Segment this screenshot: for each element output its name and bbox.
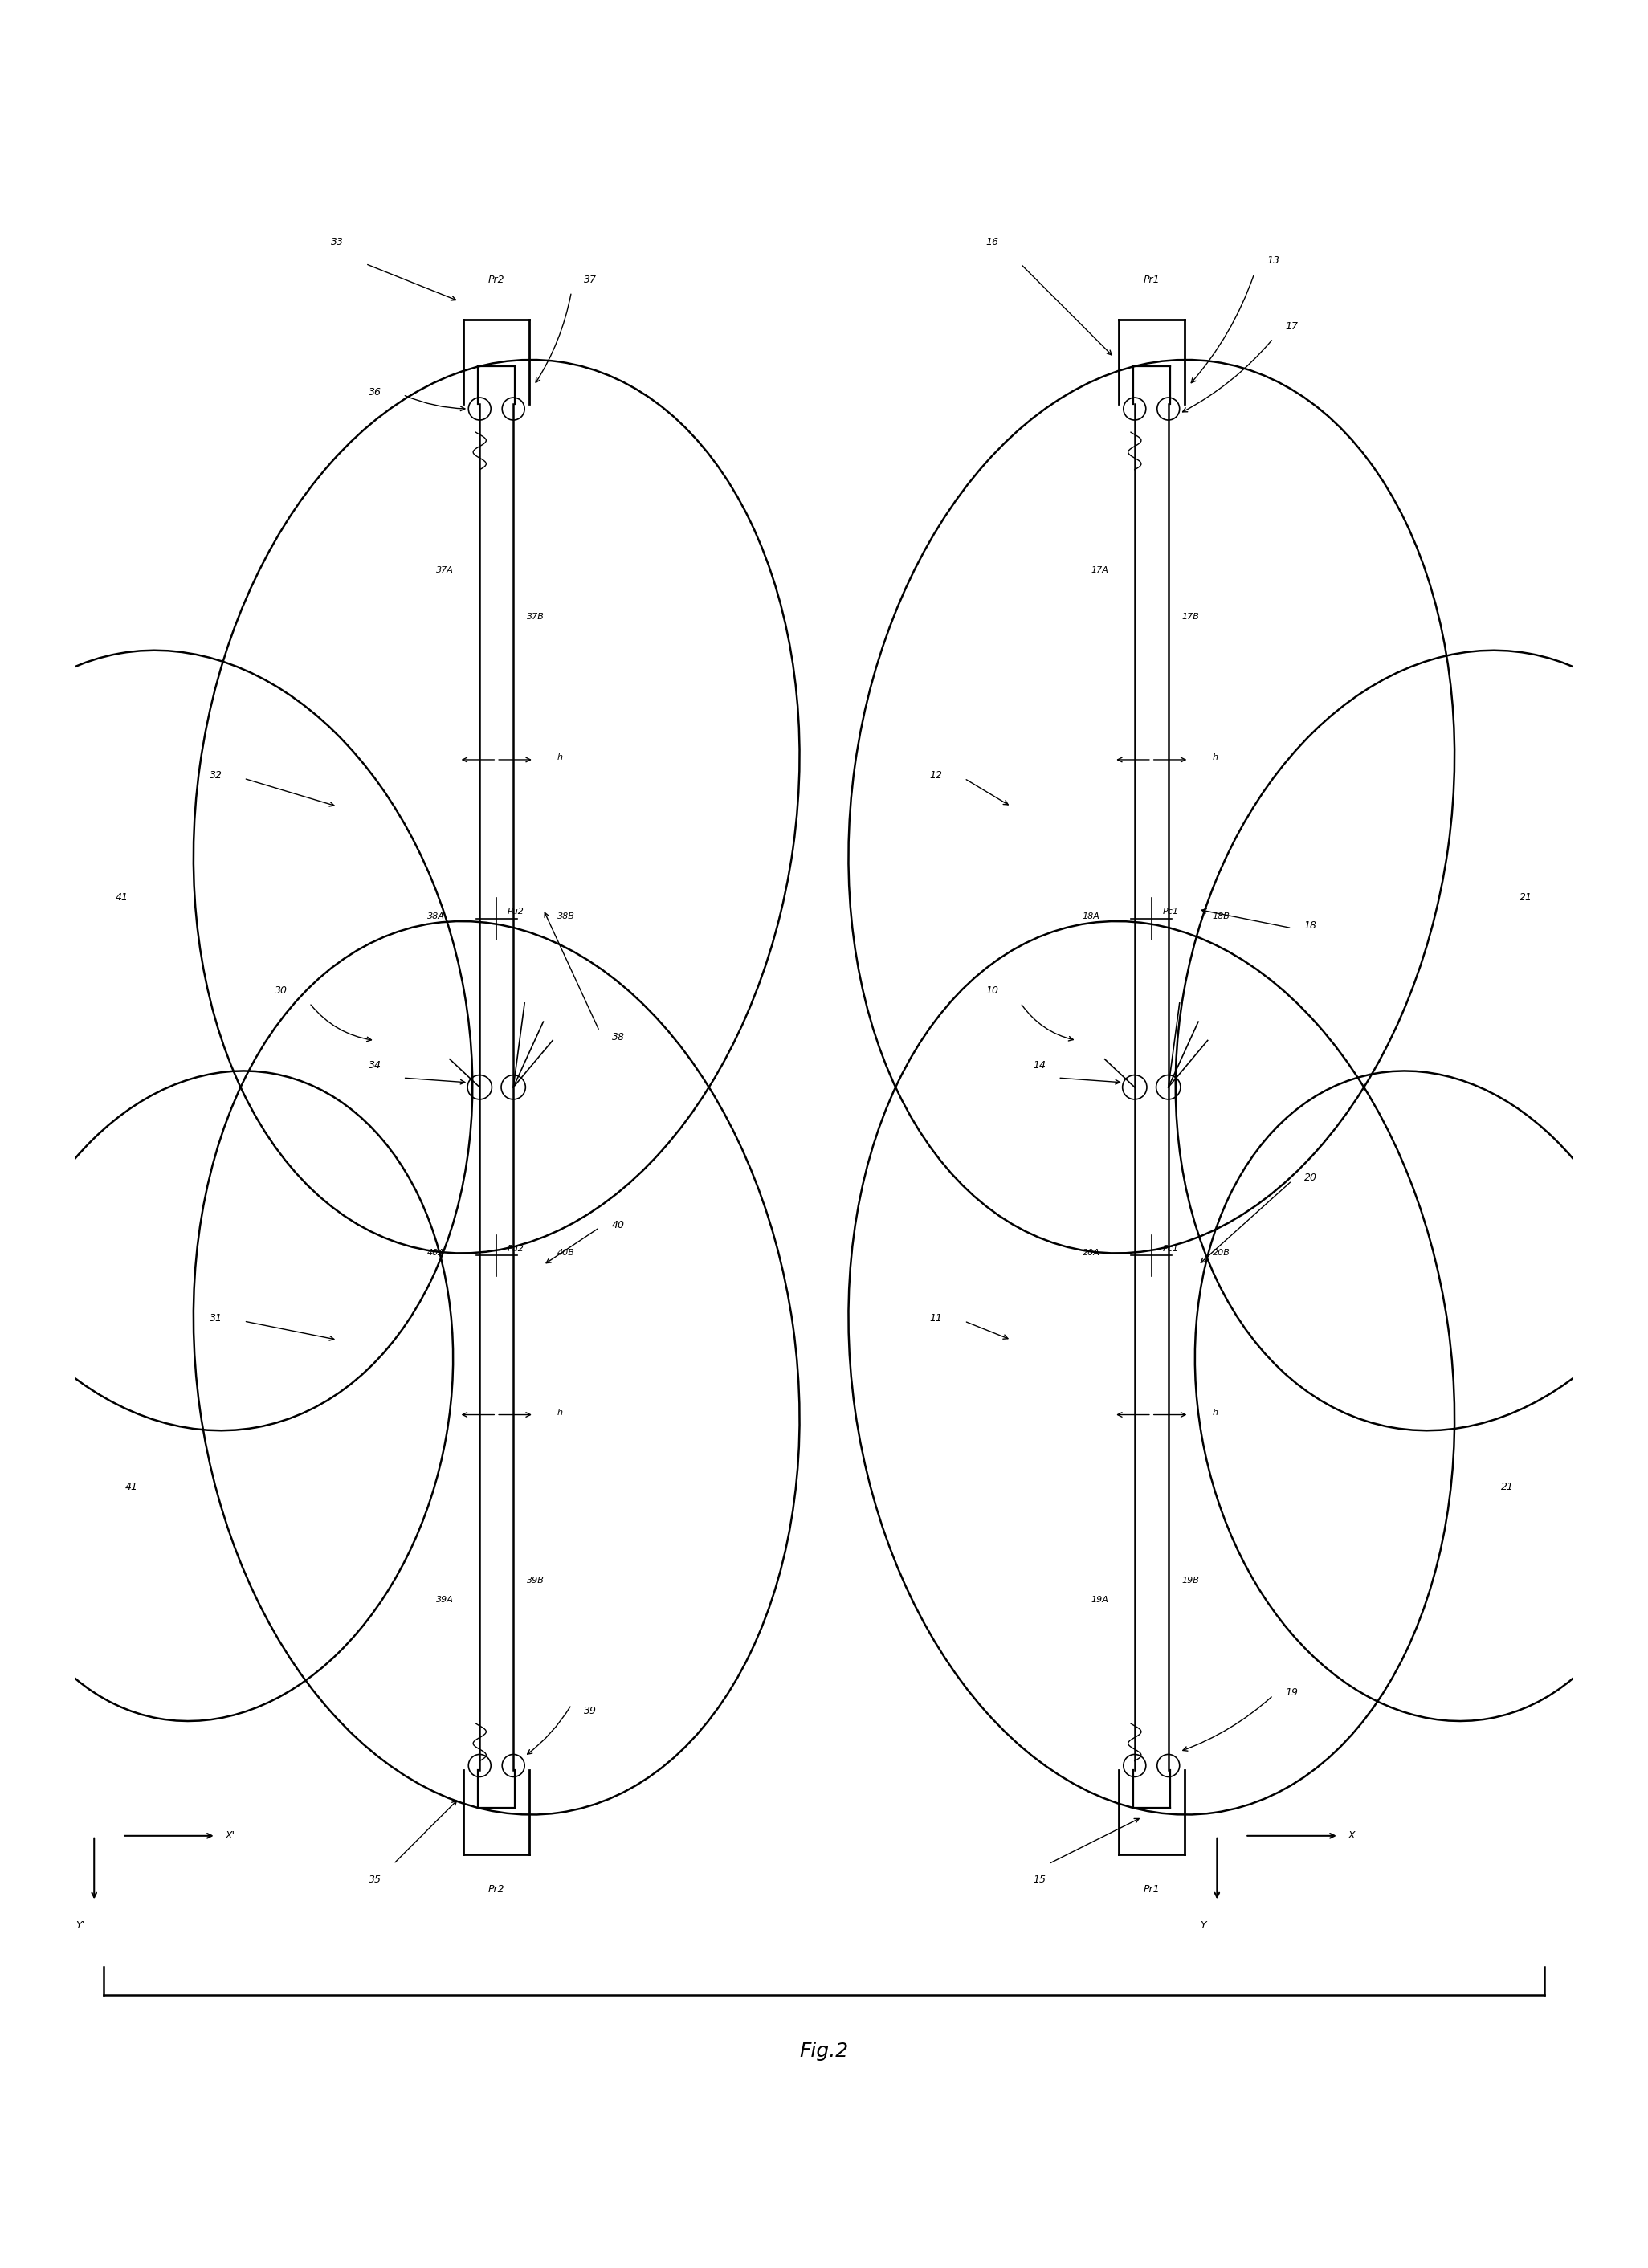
Text: 18A: 18A [1083,912,1099,921]
Text: 34: 34 [369,1061,381,1070]
Text: Y': Y' [76,1921,84,1930]
Text: 17: 17 [1285,322,1299,331]
Text: 36: 36 [369,388,381,397]
Text: Pc1: Pc1 [1163,907,1178,916]
Text: 19A: 19A [1091,1594,1109,1603]
Text: 18: 18 [1304,921,1317,930]
Text: Pu2: Pu2 [508,907,524,916]
Text: 12: 12 [929,771,943,780]
Text: X': X' [226,1830,234,1842]
Text: h: h [1213,1408,1218,1415]
Text: 15: 15 [1033,1876,1045,1885]
Text: Fig.2: Fig.2 [799,2041,849,2062]
Text: 14: 14 [1033,1061,1045,1070]
Text: 19B: 19B [1182,1576,1200,1585]
Text: 20: 20 [1304,1173,1317,1184]
Text: 20B: 20B [1213,1250,1229,1256]
Text: 17A: 17A [1091,567,1109,574]
Text: 21: 21 [1501,1481,1513,1492]
Text: 41: 41 [125,1481,138,1492]
Text: 38A: 38A [427,912,445,921]
Text: Pc1: Pc1 [1163,1245,1178,1252]
Text: Y: Y [1200,1921,1206,1930]
Text: 39: 39 [583,1706,597,1717]
Text: 10: 10 [986,987,999,996]
Text: 20A: 20A [1083,1250,1099,1256]
Text: 17B: 17B [1182,612,1200,621]
Text: 19: 19 [1285,1687,1299,1699]
Text: h: h [1213,753,1218,762]
Text: 37: 37 [583,274,597,286]
Text: 31: 31 [209,1313,222,1325]
Text: 32: 32 [209,771,222,780]
Text: h: h [557,1408,564,1415]
Text: 21: 21 [1519,891,1533,903]
Text: 40: 40 [611,1220,625,1229]
Text: 37A: 37A [437,567,453,574]
Text: X: X [1348,1830,1355,1842]
Text: 38: 38 [611,1032,625,1043]
Text: 13: 13 [1267,256,1279,265]
Text: 11: 11 [929,1313,943,1325]
Text: 40A: 40A [427,1250,445,1256]
Text: Pr1: Pr1 [1144,274,1160,286]
Text: 37B: 37B [527,612,544,621]
Text: 35: 35 [369,1876,381,1885]
Text: 38B: 38B [557,912,575,921]
Text: 30: 30 [275,987,288,996]
Text: 16: 16 [986,238,999,247]
Text: Pr2: Pr2 [488,1885,504,1894]
Text: Pr1: Pr1 [1144,1885,1160,1894]
Text: Pr2: Pr2 [488,274,504,286]
Text: 39B: 39B [527,1576,544,1585]
Text: Pu2: Pu2 [508,1245,524,1252]
Text: h: h [557,753,564,762]
Text: 39A: 39A [437,1594,453,1603]
Text: 18B: 18B [1213,912,1229,921]
Text: 40B: 40B [557,1250,575,1256]
Text: 41: 41 [115,891,129,903]
Text: 33: 33 [331,238,344,247]
